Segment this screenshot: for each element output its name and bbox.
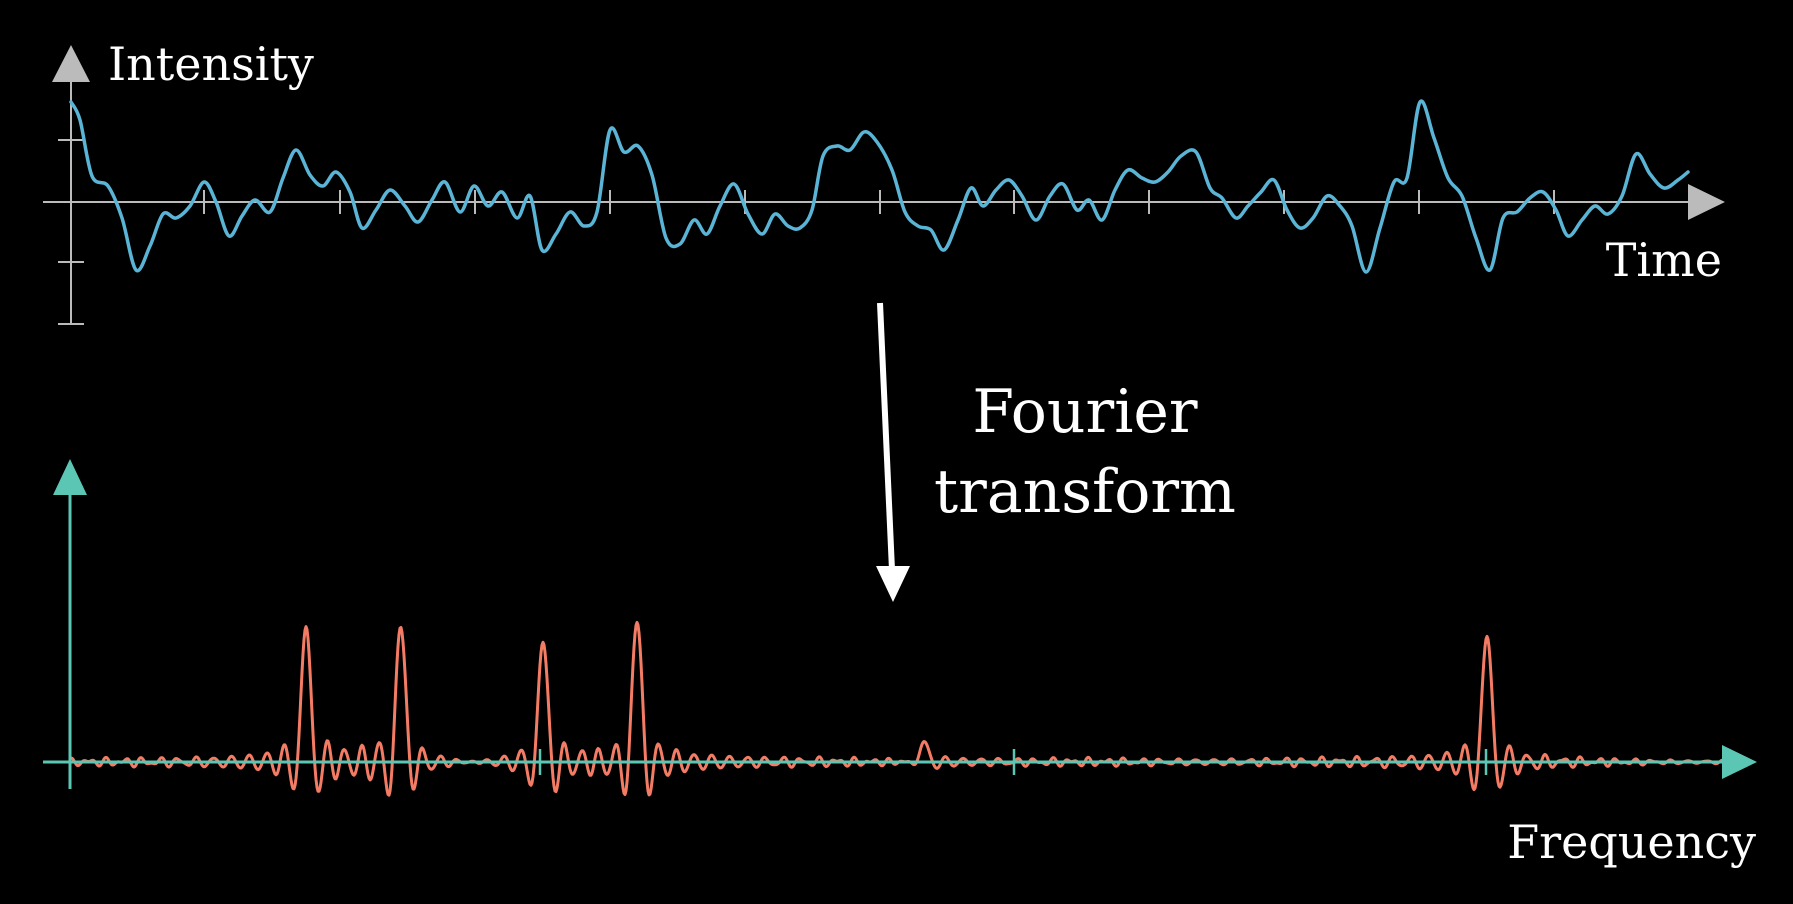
transform-arrow-shaft (877, 302, 895, 571)
frequency-ticks (538, 749, 1488, 775)
time-label: Time (1606, 233, 1722, 287)
time-ticks (58, 139, 1555, 325)
frequency-y-axis-arrowhead (53, 459, 87, 495)
time-y-axis-arrowhead (52, 45, 90, 82)
transform-caption-line2: transform (934, 457, 1236, 527)
frequency-spectrum (69, 620, 1731, 797)
time-plot: Intensity Time (43, 37, 1725, 325)
time-signal-wave (69, 99, 1690, 274)
time-x-axis-arrowhead (1688, 184, 1725, 220)
intensity-label: Intensity (108, 37, 314, 91)
frequency-x-axis-arrowhead (1722, 745, 1757, 779)
transform-caption-line1: Fourier (972, 377, 1197, 447)
transform-annotation: Fourier transform (876, 302, 1236, 602)
transform-arrow-head (876, 566, 910, 602)
frequency-plot: Frequency (43, 459, 1757, 869)
frequency-label: Frequency (1507, 815, 1756, 869)
